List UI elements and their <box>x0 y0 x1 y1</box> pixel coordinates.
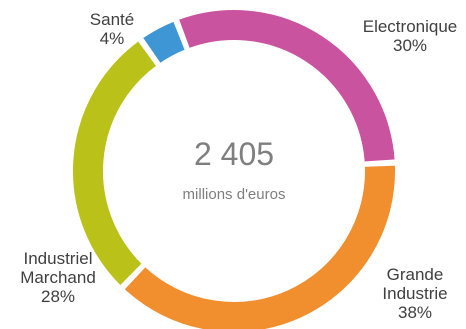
center-unit: millions d'euros <box>183 186 286 203</box>
slice-value-label: 30% <box>393 36 427 55</box>
slice-name-label: Grande <box>387 265 444 284</box>
slice-value-label: 28% <box>41 287 75 306</box>
slice-labels: Electronique 30%Grande Industrie 38%Industr… <box>20 10 457 322</box>
slice-industriel-marchand <box>71 38 159 288</box>
slice-label-3: Santé 4% <box>90 10 134 48</box>
slice-electronique <box>176 8 397 164</box>
slice-santé <box>140 19 188 66</box>
slice-name-label: Industrie <box>382 284 447 303</box>
slice-name-label: Marchand <box>20 268 96 287</box>
slice-name-label: Electronique <box>363 17 458 36</box>
center-total: 2 405 <box>194 136 274 172</box>
slice-name-label: Industriel <box>24 249 93 268</box>
slice-label-2: Industriel Marchand 28% <box>20 249 96 306</box>
slice-grande-industrie <box>121 163 397 329</box>
slice-label-1: Grande Industrie 38% <box>382 265 447 322</box>
slice-label-0: Electronique 30% <box>363 17 458 55</box>
donut-slices <box>71 8 397 329</box>
slice-value-label: 38% <box>398 303 432 322</box>
slice-value-label: 4% <box>100 29 125 48</box>
slice-name-label: Santé <box>90 10 134 29</box>
